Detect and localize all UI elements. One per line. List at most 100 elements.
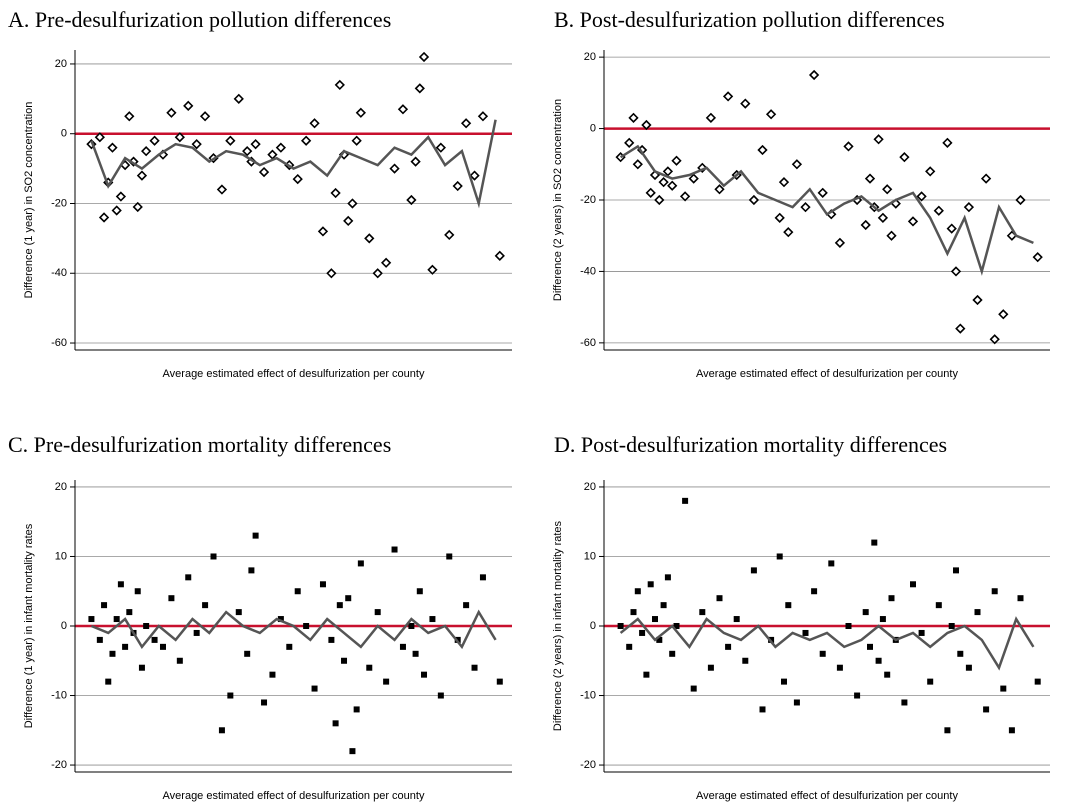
point [690, 685, 697, 692]
point [136, 170, 148, 181]
point [353, 706, 360, 713]
point [336, 602, 343, 609]
point [166, 107, 177, 118]
point [867, 643, 873, 650]
point [183, 100, 194, 111]
point [248, 567, 255, 574]
point [864, 173, 876, 184]
point [626, 643, 633, 650]
point [427, 264, 438, 275]
point [781, 678, 787, 685]
point [463, 602, 470, 609]
point [991, 588, 998, 595]
point [656, 636, 663, 643]
point [910, 581, 916, 588]
point [311, 685, 318, 692]
point [630, 609, 637, 616]
point [134, 588, 141, 595]
point [707, 664, 714, 671]
point [632, 159, 643, 170]
point [138, 664, 145, 671]
y-tick-label: 10 [584, 550, 596, 562]
smoothed-line [619, 616, 1035, 671]
point [882, 184, 893, 195]
point [334, 79, 345, 91]
point [980, 173, 992, 184]
point [159, 643, 166, 650]
point [643, 671, 650, 678]
y-tick-label: -10 [51, 689, 67, 701]
point [1034, 678, 1041, 685]
point [950, 266, 962, 277]
point [347, 198, 358, 209]
point [494, 250, 505, 261]
point [669, 650, 676, 657]
point [471, 664, 478, 671]
point [714, 184, 725, 195]
point [101, 602, 108, 609]
smoothed-line [90, 119, 497, 209]
y-axis-label: Difference (1 year) in SO2 concentration [23, 102, 35, 299]
point [901, 699, 908, 706]
point [682, 497, 689, 504]
point [210, 553, 217, 560]
point [834, 237, 846, 248]
point [641, 119, 652, 131]
y-tick-label: 0 [590, 122, 596, 134]
point [785, 602, 792, 609]
point [421, 671, 428, 678]
point [126, 609, 133, 616]
point [725, 643, 732, 650]
point [286, 643, 293, 650]
point [96, 636, 103, 643]
panel-title: A. Pre-desulfurization pollution differe… [8, 7, 391, 32]
point [258, 166, 270, 178]
point [811, 588, 818, 595]
x-axis-label: Average estimated effect of desulfurizat… [163, 790, 425, 802]
point [860, 219, 871, 231]
point [965, 664, 972, 671]
smoothed-line [619, 144, 1034, 276]
point [957, 650, 964, 657]
point [888, 595, 895, 602]
point [639, 629, 646, 636]
point [1008, 727, 1015, 734]
point [357, 560, 364, 567]
point [469, 170, 480, 181]
point [351, 135, 362, 146]
point [294, 588, 301, 595]
point [225, 135, 236, 146]
point [688, 173, 699, 184]
point [364, 233, 375, 244]
point [759, 706, 766, 713]
point [783, 227, 794, 238]
point [326, 268, 337, 279]
point [871, 539, 878, 546]
point [679, 191, 691, 202]
point [343, 215, 354, 227]
point [408, 623, 415, 629]
point [446, 553, 453, 560]
point [667, 180, 678, 191]
point [199, 111, 211, 122]
y-tick-label: -60 [51, 337, 67, 349]
x-axis-label: Average estimated effect of desulfurizat… [163, 368, 425, 380]
point [671, 155, 682, 166]
point [412, 650, 419, 657]
point [953, 567, 959, 574]
point [345, 595, 352, 602]
y-tick-label: -20 [51, 759, 67, 771]
point [955, 323, 966, 334]
y-tick-label: 0 [61, 128, 67, 140]
point [300, 135, 312, 146]
point [854, 692, 861, 699]
point [185, 574, 192, 581]
point [143, 623, 150, 629]
point [477, 111, 489, 122]
point [974, 609, 981, 616]
point [660, 602, 667, 609]
point [946, 223, 957, 234]
x-axis-label: Average estimated effect of desulfurizat… [696, 368, 958, 380]
point [98, 212, 110, 223]
